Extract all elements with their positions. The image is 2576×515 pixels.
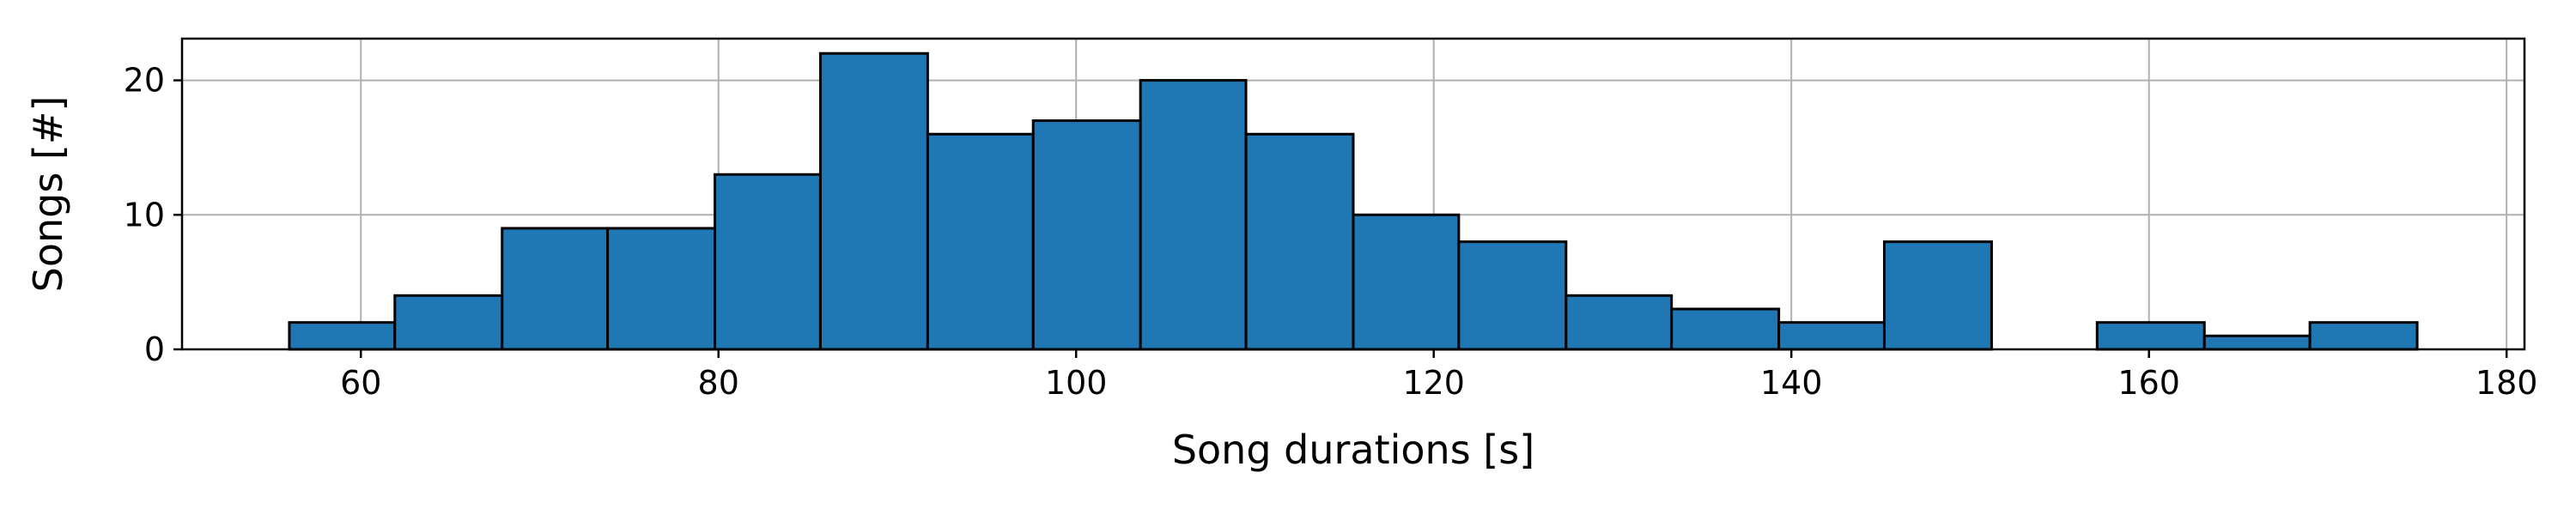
plot-area-frame [180, 37, 2526, 351]
x-tick-label: 100 [1045, 364, 1108, 402]
histogram-bar [606, 227, 717, 351]
histogram-bar [1139, 79, 1248, 351]
y-tick-label: 0 [144, 330, 165, 368]
histogram-bar [1670, 307, 1781, 351]
histogram-bar [1244, 132, 1355, 351]
x-tick-label: 120 [1402, 364, 1465, 402]
y-axis-label: Songs [#] [25, 96, 71, 293]
histogram-bar [1352, 213, 1461, 351]
histogram-bar [1564, 294, 1674, 351]
y-tick-label: 10 [124, 196, 165, 233]
x-tick-label: 160 [2117, 364, 2180, 402]
histogram-bar [501, 227, 610, 351]
x-tick-label: 80 [698, 364, 739, 402]
x-tick-label: 180 [2476, 364, 2538, 402]
histogram-bar [1882, 240, 1993, 351]
histogram-bar [2308, 321, 2419, 351]
histogram-bars [288, 52, 2419, 351]
x-tick-label: 60 [340, 364, 381, 402]
histogram-bar [1031, 119, 1142, 351]
histogram-bar [2202, 334, 2312, 351]
x-axis-label: Song durations [s] [1172, 427, 1534, 473]
histogram-bar [926, 132, 1035, 351]
histogram-bar [2095, 321, 2206, 351]
histogram-bar [288, 321, 397, 351]
axis-ticks: 60 80 100 120 140 160 180 0 10 20 [124, 62, 2538, 402]
histogram-bar [393, 294, 504, 351]
x-tick-label: 140 [1760, 364, 1823, 402]
y-tick-label: 20 [124, 62, 165, 100]
histogram-bar [1777, 321, 1886, 351]
histogram-bar [818, 52, 929, 351]
histogram-bar [1457, 240, 1568, 351]
histogram-bar [714, 173, 822, 351]
